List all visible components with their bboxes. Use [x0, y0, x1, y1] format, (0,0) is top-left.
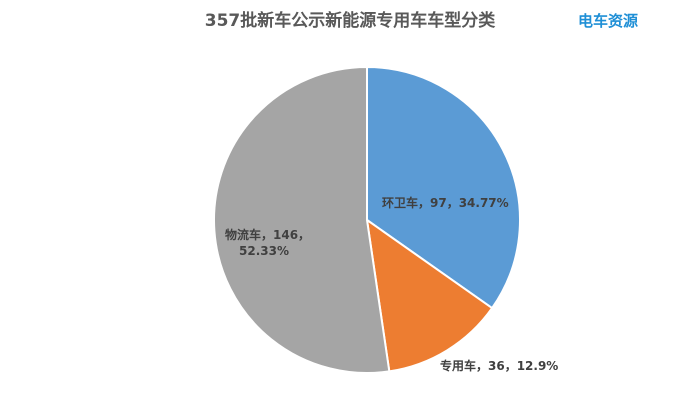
- chart-title: 357批新车公示新能源专用车车型分类: [204, 11, 496, 31]
- slice-label-0: 环卫车，97，34.77%: [382, 195, 509, 210]
- pie-slice-0: [366, 65, 521, 310]
- brand-logo: 电车资源: [578, 12, 639, 30]
- slice-label-2: 物流车，146， 52.33%: [225, 227, 310, 258]
- pie-slice-2: [213, 65, 391, 374]
- slice-label-1: 专用车，36，12.9%: [440, 358, 558, 373]
- pie-slice-1: [365, 217, 494, 373]
